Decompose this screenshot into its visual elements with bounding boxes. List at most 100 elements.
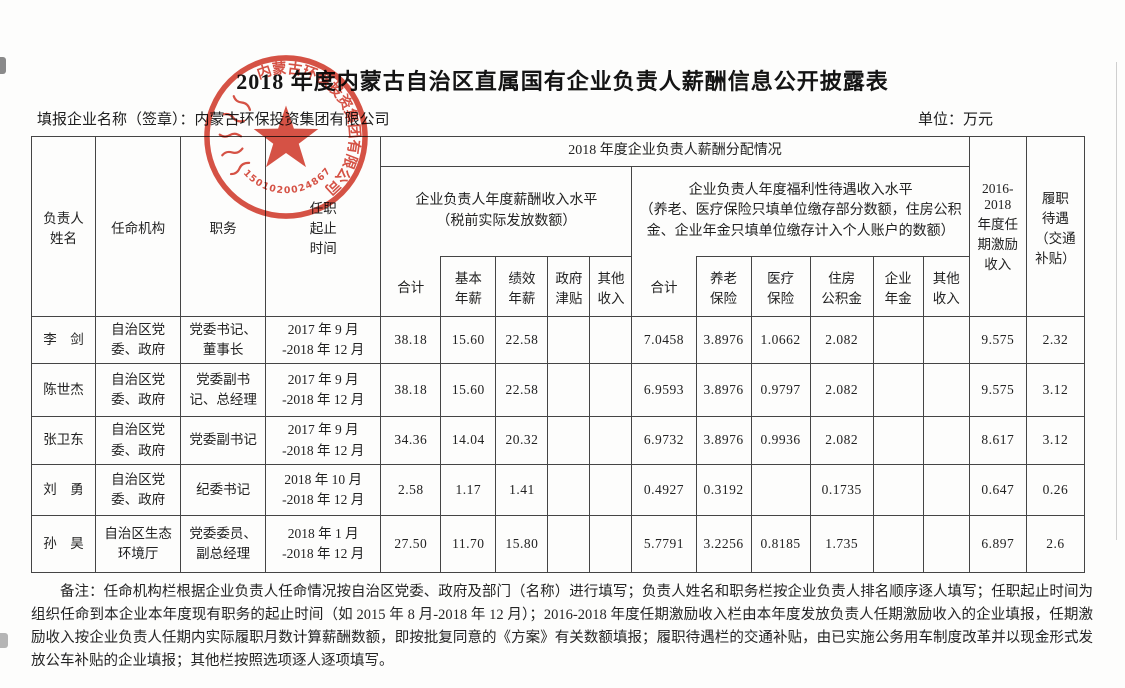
cell-name: 孙 昊	[30, 515, 97, 573]
cell-incentive-income: 0.647	[968, 464, 1027, 516]
cell-term: 2017 年 9 月 -2018 年 12 月	[265, 416, 382, 465]
cell-housing-fund: 2.082	[809, 363, 874, 417]
cell-travel-subsidy: 2.32	[1025, 316, 1086, 364]
cell-welfare-total: 5.7791	[631, 515, 697, 573]
cell-other-income-2	[922, 515, 970, 573]
cell-incentive-income: 9.575	[968, 363, 1027, 417]
cell-gov-allowance	[547, 515, 591, 573]
cell-annuity	[872, 363, 924, 417]
col-header-term: 任职 起止 时间	[265, 136, 382, 317]
cell-salary-total: 38.18	[380, 316, 442, 364]
cell-agency: 自治区党 委、政府	[95, 363, 182, 417]
unit-label: 单位：万元	[917, 112, 993, 128]
cell-other-income-1	[589, 363, 633, 417]
cell-medical-insurance: 0.8185	[750, 515, 811, 573]
cell-housing-fund: 0.1735	[809, 464, 874, 516]
cell-annuity	[872, 316, 924, 364]
header-row-top: 负责人 姓名 任命机构 职务 任职 起止 时间 2018 年度企业负责人薪酬分配…	[30, 136, 1086, 317]
cell-gov-allowance	[547, 464, 591, 516]
cell-medical-insurance: 0.9797	[750, 363, 811, 417]
footer-notes: 备注：任命机构栏根据企业负责人任命情况按自治区党委、政府及部门（名称）进行填写；…	[31, 584, 1093, 669]
cell-performance-salary: 15.80	[495, 515, 549, 573]
cell-annuity	[872, 416, 924, 465]
cell-base-salary: 15.60	[440, 363, 497, 417]
cell-agency: 自治区党 委、政府	[95, 464, 182, 516]
cell-agency: 自治区党 委、政府	[95, 416, 182, 465]
cell-medical-insurance: 0.9936	[750, 416, 811, 465]
cell-other-income-1	[589, 515, 633, 573]
col-header-duty-benefit: 履职 待遇 （交通 补贴）	[1025, 136, 1086, 317]
cell-other-income-2	[922, 363, 970, 417]
cell-medical-insurance: 1.0662	[750, 316, 811, 364]
table-row: 陈世杰 自治区党 委、政府 党委副书 记、总经理 2017 年 9 月 -2018 年…	[30, 363, 1086, 417]
cell-performance-salary: 1.41	[495, 464, 549, 516]
cell-pension: 0.3192	[695, 464, 752, 516]
scan-artifact	[1116, 62, 1117, 540]
cell-base-salary: 11.70	[440, 515, 497, 573]
cell-performance-salary: 22.58	[495, 363, 549, 417]
cell-agency: 自治区生态 环境厅	[95, 515, 182, 573]
cell-salary-total: 2.58	[380, 464, 442, 516]
scan-artifact	[0, 633, 8, 648]
col-header-agency: 任命机构	[95, 136, 182, 317]
cell-pension: 3.8976	[695, 316, 752, 364]
cell-term: 2017 年 9 月 -2018 年 12 月	[265, 316, 382, 364]
cell-annuity	[872, 464, 924, 516]
cell-pension: 3.2256	[695, 515, 752, 573]
cell-housing-fund: 2.082	[809, 316, 874, 364]
cell-term: 2018 年 1 月 -2018 年 12 月	[265, 515, 382, 573]
cell-incentive-income: 6.897	[968, 515, 1027, 573]
group-header-welfare: 企业负责人年度福利性待遇收入水平 （养老、医疗保险只填单位缴存部分数额，住房公积…	[631, 166, 970, 257]
cell-name: 刘 勇	[30, 464, 97, 516]
cell-performance-salary: 22.58	[495, 316, 549, 364]
cell-welfare-total: 6.9732	[631, 416, 697, 465]
cell-medical-insurance	[750, 464, 811, 516]
cell-position: 党委副书记	[180, 416, 267, 465]
cell-position: 党委书记、 董事长	[180, 316, 267, 364]
cell-other-income-2	[922, 316, 970, 364]
cell-welfare-total: 6.9593	[631, 363, 697, 417]
col-header-salary-total: 合计	[380, 256, 442, 317]
cell-travel-subsidy: 2.6	[1025, 515, 1086, 573]
col-header-name: 负责人 姓名	[30, 136, 97, 317]
cell-travel-subsidy: 3.12	[1025, 363, 1086, 417]
cell-other-income-2	[922, 416, 970, 465]
cell-position: 党委委员、 副总经理	[180, 515, 267, 573]
cell-gov-allowance	[547, 363, 591, 417]
cell-gov-allowance	[547, 416, 591, 465]
cell-salary-total: 34.36	[380, 416, 442, 465]
page-title: 2018 年度内蒙古自治区直属国有企业负责人薪酬信息公开披露表	[236, 69, 889, 94]
cell-other-income-2	[922, 464, 970, 516]
cell-incentive-income: 9.575	[968, 316, 1027, 364]
cell-performance-salary: 20.32	[495, 416, 549, 465]
col-header-housing-fund: 住房 公积金	[809, 256, 874, 317]
cell-salary-total: 27.50	[380, 515, 442, 573]
cell-pension: 3.8976	[695, 416, 752, 465]
header-row-groups: 企业负责人年度薪酬收入水平 （税前实际发放数额） 企业负责人年度福利性待遇收入水…	[32, 166, 1085, 257]
cell-base-salary: 14.04	[440, 416, 497, 465]
table-row: 李 剑自治区党 委、政府 党委书记、 董事长 2017 年 9 月 -2018 年 …	[30, 316, 1086, 364]
cell-housing-fund: 2.082	[809, 416, 874, 465]
table-row: 张卫东 自治区党 委、政府 党委副书记 2017 年 9 月 -2018 年 12 月…	[30, 416, 1086, 465]
cell-gov-allowance	[547, 316, 591, 364]
col-header-incentive: 2016- 2018 年度任 期激励 收入	[968, 136, 1027, 317]
cell-term: 2017 年 9 月 -2018 年 12 月	[265, 363, 382, 417]
cell-term: 2018 年 10 月 -2018 年 12 月	[265, 464, 382, 516]
cell-position: 纪委书记	[180, 464, 267, 516]
table-row: 刘 勇自治区党 委、政府 纪委书记 2018 年 10 月 -2018 年 12 月…	[30, 464, 1086, 516]
col-header-pension: 养老 保险	[695, 256, 752, 317]
cell-welfare-total: 0.4927	[631, 464, 697, 516]
cell-name: 李 剑	[30, 316, 97, 364]
col-header-gov-allowance: 政府 津贴	[547, 256, 591, 317]
cell-base-salary: 1.17	[440, 464, 497, 516]
cell-base-salary: 15.60	[440, 316, 497, 364]
col-header-annuity: 企业 年金	[872, 256, 924, 317]
cell-housing-fund: 1.735	[809, 515, 874, 573]
cell-other-income-1	[589, 416, 633, 465]
table-body: 李 剑自治区党 委、政府 党委书记、 董事长 2017 年 9 月 -2018 年 …	[30, 316, 1086, 573]
company-name-line: 填报企业名称（签章）：内蒙古环保投资集团有限公司	[37, 112, 390, 128]
cell-salary-total: 38.18	[380, 363, 442, 417]
group-header-salary: 企业负责人年度薪酬收入水平 （税前实际发放数额）	[380, 166, 633, 257]
cell-travel-subsidy: 0.26	[1025, 464, 1086, 516]
